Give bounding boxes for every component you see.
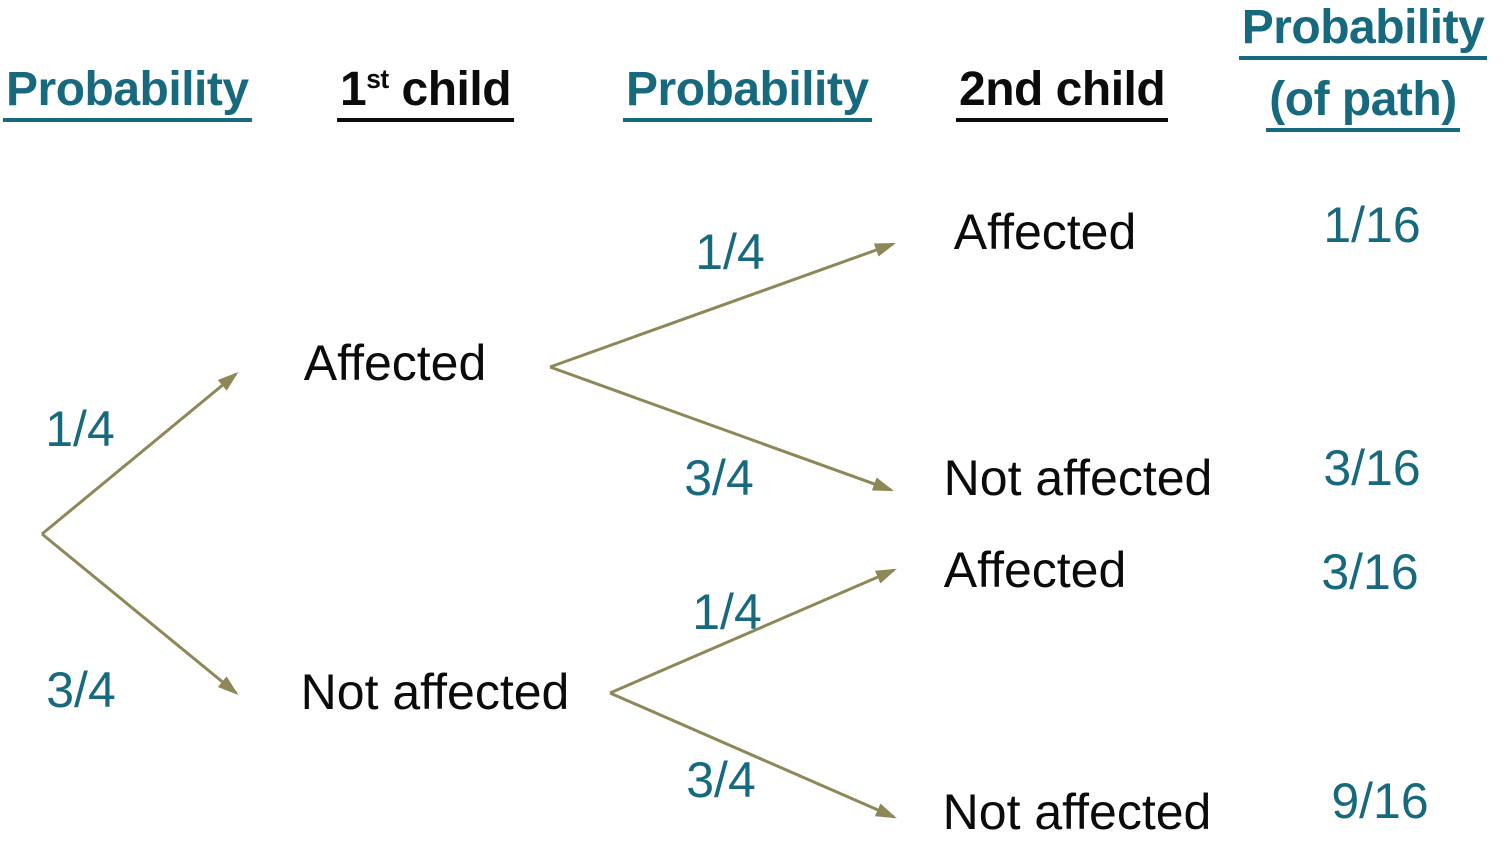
node-not-affected-2nd-child-2: Not affected (942, 784, 1212, 840)
path-probability-3: 3/16 (1321, 544, 1419, 600)
header-probability-2nd: Probability (623, 64, 872, 122)
node-not-affected-2nd-child-1: Not affected (943, 450, 1213, 506)
header-probability-of-path-line1: Probability (1238, 2, 1488, 60)
branch-root-to-affected (41, 371, 239, 536)
node-affected-2nd-child-2: Affected (943, 542, 1127, 598)
branch-not-affected-to-affected (609, 568, 897, 695)
branch-probability-not-affected-upper: 1/4 (692, 584, 762, 640)
path-probability-4: 9/16 (1331, 773, 1429, 829)
ordinal-superscript: st (366, 64, 389, 94)
branch-probability-root-lower: 3/4 (46, 662, 116, 718)
header-2nd-child: 2nd child (956, 64, 1169, 122)
node-affected-2nd-child-1: Affected (953, 204, 1137, 260)
branch-not-affected-to-not-affected (609, 691, 897, 819)
branch-probability-root-upper: 1/4 (45, 401, 115, 457)
header-probability-of-path: Probability (of path) (1232, 2, 1494, 132)
branch-root-to-not-affected (41, 532, 239, 695)
branch-probability-not-affected-lower: 3/4 (686, 752, 756, 808)
header-probability-of-path-line2: (of path) (1266, 73, 1460, 132)
header-1st-child: 1st child (337, 64, 515, 122)
node-affected-1st-child: Affected (303, 335, 487, 391)
node-not-affected-1st-child: Not affected (300, 664, 570, 720)
path-probability-2: 3/16 (1323, 440, 1421, 496)
branch-probability-affected-upper: 1/4 (695, 224, 765, 280)
header-probability-1st: Probability (3, 64, 252, 122)
branch-probability-affected-lower: 3/4 (684, 450, 754, 506)
branch-affected-to-affected (549, 242, 896, 369)
path-probability-1: 1/16 (1323, 197, 1421, 253)
branch-affected-to-not-affected (549, 365, 894, 492)
